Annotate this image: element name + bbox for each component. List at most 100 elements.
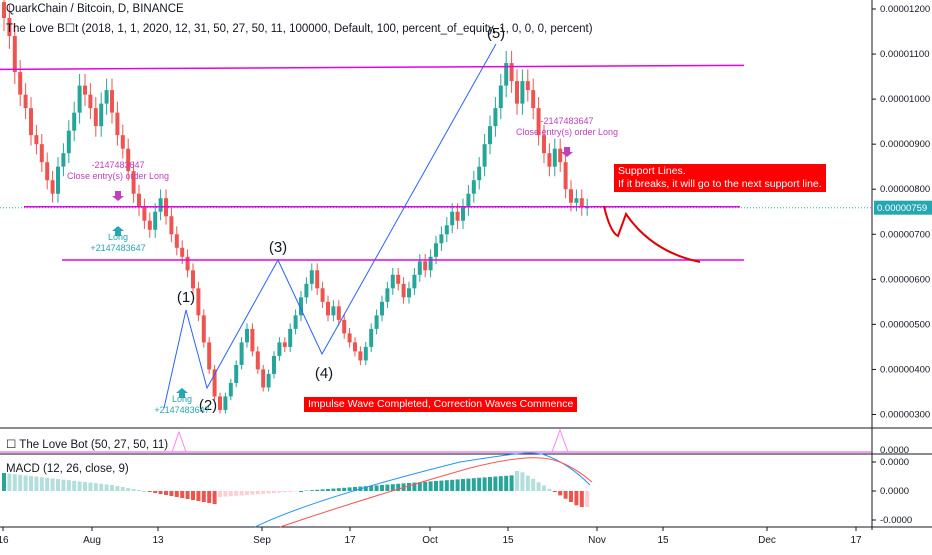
candle-body[interactable] xyxy=(83,86,87,95)
candle-body[interactable] xyxy=(78,86,82,113)
candle-body[interactable] xyxy=(207,342,211,369)
candle-body[interactable] xyxy=(196,288,200,315)
candle-body[interactable] xyxy=(391,275,395,289)
candle-body[interactable] xyxy=(331,306,335,315)
candle-body[interactable] xyxy=(407,288,411,297)
candle-body[interactable] xyxy=(348,333,352,342)
candle-body[interactable] xyxy=(240,342,244,365)
candle-body[interactable] xyxy=(321,288,325,302)
candle-body[interactable] xyxy=(223,396,227,410)
candle-body[interactable] xyxy=(385,288,389,302)
candle-body[interactable] xyxy=(40,144,44,162)
candle-body[interactable] xyxy=(564,162,568,189)
candle-body[interactable] xyxy=(110,90,114,113)
candle-body[interactable] xyxy=(294,315,298,329)
candle-body[interactable] xyxy=(542,135,546,153)
candle-body[interactable] xyxy=(439,234,443,243)
candle-body[interactable] xyxy=(202,315,206,342)
candle-body[interactable] xyxy=(283,342,287,347)
candle-body[interactable] xyxy=(499,86,503,109)
candle-body[interactable] xyxy=(18,72,22,95)
candle-body[interactable] xyxy=(99,104,103,127)
candle-body[interactable] xyxy=(45,162,49,180)
candle-body[interactable] xyxy=(234,365,238,383)
candle-body[interactable] xyxy=(13,36,17,72)
candle-body[interactable] xyxy=(461,207,465,221)
candle-body[interactable] xyxy=(434,243,438,257)
candle-body[interactable] xyxy=(510,63,514,81)
candle-body[interactable] xyxy=(105,90,109,104)
candle-body[interactable] xyxy=(34,135,38,144)
candle-body[interactable] xyxy=(175,234,179,248)
candle-body[interactable] xyxy=(121,135,125,149)
candle-body[interactable] xyxy=(526,81,530,90)
candle-body[interactable] xyxy=(304,284,308,298)
candle-body[interactable] xyxy=(56,167,60,194)
candle-body[interactable] xyxy=(326,302,330,316)
candle-body[interactable] xyxy=(412,275,416,289)
candle-body[interactable] xyxy=(272,356,276,374)
candle-body[interactable] xyxy=(229,383,233,397)
candle-body[interactable] xyxy=(558,149,562,163)
candle-body[interactable] xyxy=(256,351,260,369)
candle-body[interactable] xyxy=(24,95,28,109)
candle-body[interactable] xyxy=(67,131,71,154)
candle-body[interactable] xyxy=(142,207,146,221)
candle-body[interactable] xyxy=(218,396,222,410)
candle-body[interactable] xyxy=(51,180,55,194)
candle-body[interactable] xyxy=(353,342,357,351)
candle-body[interactable] xyxy=(402,284,406,298)
candle-body[interactable] xyxy=(94,108,98,126)
candle-body[interactable] xyxy=(456,212,460,221)
candle-body[interactable] xyxy=(61,153,65,167)
candle-body[interactable] xyxy=(29,108,33,135)
candle-body[interactable] xyxy=(477,167,481,181)
candle-body[interactable] xyxy=(369,329,373,347)
candle-body[interactable] xyxy=(72,113,76,131)
candle-body[interactable] xyxy=(547,153,551,167)
candle-body[interactable] xyxy=(337,306,341,320)
candle-body[interactable] xyxy=(358,351,362,360)
candle-body[interactable] xyxy=(250,329,254,352)
candle-body[interactable] xyxy=(418,261,422,275)
candle-body[interactable] xyxy=(466,194,470,208)
candle-body[interactable] xyxy=(159,198,163,212)
candle-body[interactable] xyxy=(450,212,454,226)
candle-body[interactable] xyxy=(191,270,195,288)
candle-body[interactable] xyxy=(261,369,265,387)
candle-body[interactable] xyxy=(520,81,524,104)
candle-body[interactable] xyxy=(342,320,346,334)
candle-body[interactable] xyxy=(169,216,173,234)
candle-body[interactable] xyxy=(574,198,578,203)
candle-body[interactable] xyxy=(148,221,152,230)
candle-body[interactable] xyxy=(493,108,497,126)
candle-body[interactable] xyxy=(267,374,271,388)
candle-body[interactable] xyxy=(180,248,184,257)
candle-body[interactable] xyxy=(88,95,92,109)
candle-body[interactable] xyxy=(429,257,433,271)
candle-body[interactable] xyxy=(115,113,119,136)
candle-body[interactable] xyxy=(375,315,379,329)
candle-body[interactable] xyxy=(153,212,157,230)
candle-body[interactable] xyxy=(380,302,384,316)
candle-body[interactable] xyxy=(396,275,400,284)
candle-body[interactable] xyxy=(245,329,249,343)
candle-body[interactable] xyxy=(531,90,535,108)
candle-body[interactable] xyxy=(277,342,281,356)
candle-body[interactable] xyxy=(186,257,190,271)
candle-body[interactable] xyxy=(310,270,314,284)
candle-body[interactable] xyxy=(315,270,319,288)
candle-body[interactable] xyxy=(288,329,292,347)
candle-body[interactable] xyxy=(137,194,141,208)
candle-body[interactable] xyxy=(488,126,492,144)
candle-body[interactable] xyxy=(580,198,584,207)
candle-body[interactable] xyxy=(445,225,449,234)
candle-body[interactable] xyxy=(364,347,368,361)
candle-body[interactable] xyxy=(472,180,476,194)
candle-body[interactable] xyxy=(423,261,427,270)
candle-body[interactable] xyxy=(553,149,557,167)
candle-body[interactable] xyxy=(569,189,573,203)
candle-body[interactable] xyxy=(515,81,519,104)
